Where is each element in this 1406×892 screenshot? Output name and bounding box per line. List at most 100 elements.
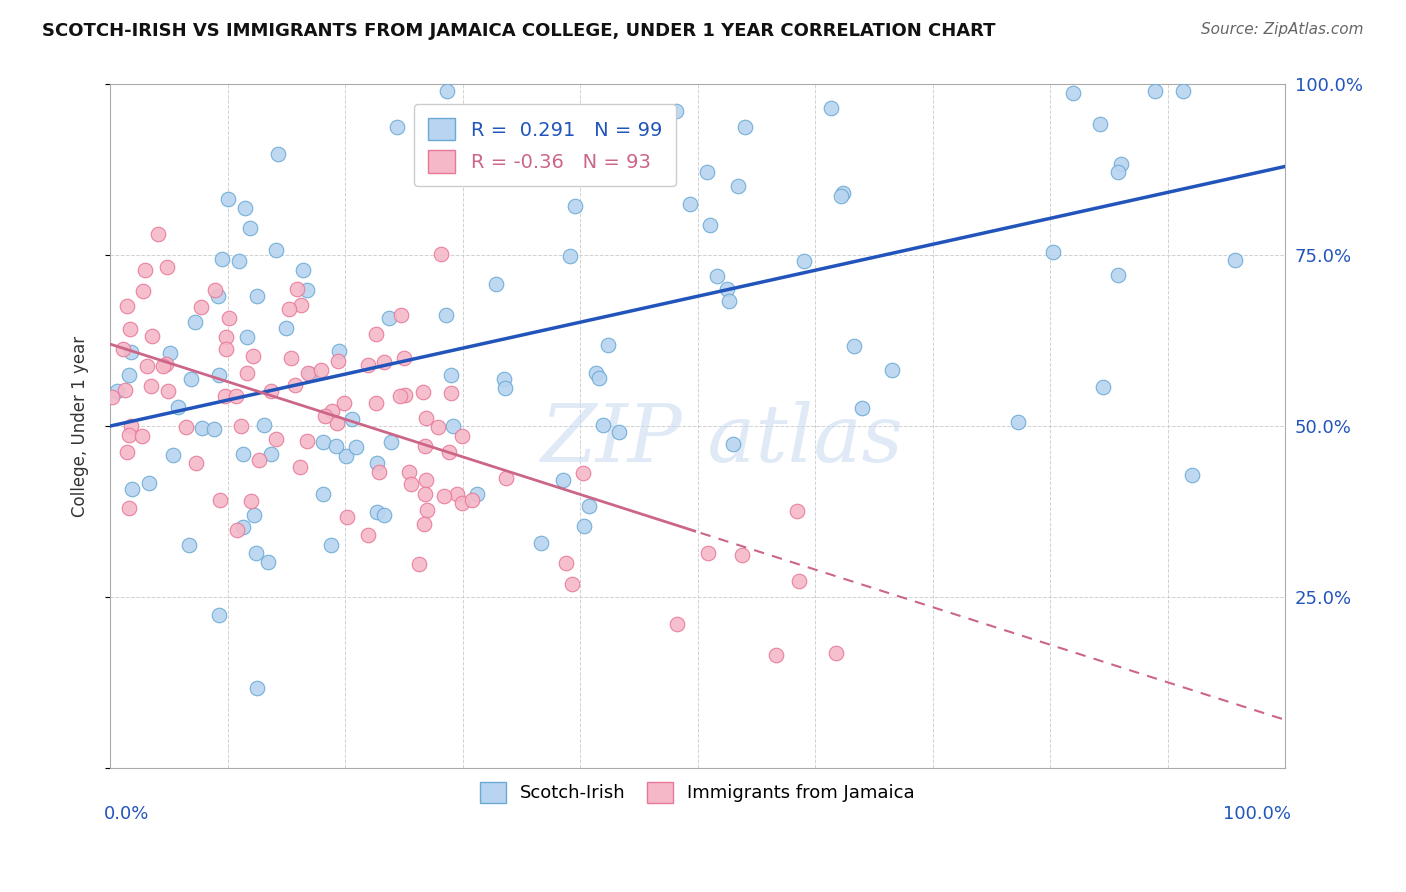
Point: [721, 437, 744, 451]
Point: [267, 147, 290, 161]
Point: [832, 186, 855, 201]
Point: [793, 253, 815, 268]
Point: [298, 368, 321, 382]
Point: [731, 549, 754, 563]
Point: [280, 351, 302, 366]
Point: [218, 311, 240, 326]
Point: [1088, 118, 1111, 132]
Point: [389, 389, 412, 403]
Point: [851, 401, 873, 416]
Point: [787, 574, 810, 588]
Point: [378, 310, 401, 325]
Point: [211, 252, 233, 267]
Point: [118, 428, 141, 442]
Point: [696, 165, 718, 179]
Point: [159, 346, 181, 360]
Point: [451, 429, 474, 443]
Point: [415, 411, 437, 425]
Point: [357, 528, 380, 542]
Point: [138, 475, 160, 490]
Point: [208, 607, 231, 622]
Point: [232, 520, 254, 534]
Point: [578, 499, 600, 513]
Point: [564, 199, 586, 213]
Point: [325, 439, 347, 453]
Point: [266, 243, 288, 257]
Point: [461, 493, 484, 508]
Text: 0.0%: 0.0%: [104, 805, 149, 823]
Point: [842, 339, 865, 353]
Point: [136, 359, 159, 374]
Point: [120, 322, 142, 336]
Point: [239, 494, 262, 508]
Point: [243, 508, 266, 522]
Point: [278, 302, 301, 317]
Point: [156, 260, 179, 274]
Point: [413, 439, 436, 453]
Point: [1107, 268, 1129, 283]
Point: [1223, 252, 1246, 267]
Point: [1007, 416, 1029, 430]
Point: [495, 470, 517, 484]
Text: Source: ZipAtlas.com: Source: ZipAtlas.com: [1201, 22, 1364, 37]
Point: [246, 288, 269, 302]
Point: [191, 421, 214, 435]
Point: [228, 253, 250, 268]
Point: [207, 289, 229, 303]
Point: [233, 201, 256, 215]
Point: [336, 509, 359, 524]
Point: [364, 326, 387, 341]
Y-axis label: College, Under 1 year: College, Under 1 year: [72, 335, 89, 516]
Point: [718, 293, 741, 308]
Point: [882, 363, 904, 377]
Point: [115, 444, 138, 458]
Point: [706, 268, 728, 283]
Point: [1143, 84, 1166, 98]
Point: [824, 646, 846, 660]
Point: [105, 384, 128, 398]
Point: [734, 120, 756, 135]
Point: [340, 412, 363, 426]
Point: [373, 508, 395, 523]
Point: [727, 179, 749, 194]
Point: [380, 434, 402, 449]
Point: [572, 467, 595, 481]
Point: [364, 396, 387, 410]
Point: [333, 396, 356, 410]
Point: [555, 556, 578, 570]
Point: [264, 432, 287, 446]
Point: [232, 447, 254, 461]
Point: [111, 342, 134, 356]
Point: [215, 330, 238, 344]
Point: [132, 284, 155, 298]
Point: [357, 358, 380, 372]
Point: [467, 487, 489, 501]
Point: [389, 309, 412, 323]
Point: [236, 329, 259, 343]
Point: [596, 338, 619, 352]
Point: [295, 434, 318, 449]
Point: [440, 368, 463, 383]
Text: SCOTCH-IRISH VS IMMIGRANTS FROM JAMAICA COLLEGE, UNDER 1 YEAR CORRELATION CHART: SCOTCH-IRISH VS IMMIGRANTS FROM JAMAICA …: [42, 22, 995, 40]
Point: [177, 538, 200, 552]
Text: 100.0%: 100.0%: [1223, 805, 1291, 823]
Point: [430, 247, 453, 261]
Point: [146, 227, 169, 241]
Point: [450, 496, 472, 510]
Point: [229, 419, 252, 434]
Point: [440, 385, 463, 400]
Point: [344, 440, 367, 454]
Point: [208, 492, 231, 507]
Point: [152, 359, 174, 373]
Point: [321, 404, 343, 418]
Point: [786, 504, 808, 518]
Point: [485, 277, 508, 291]
Point: [399, 477, 422, 491]
Point: [412, 385, 434, 400]
Point: [290, 298, 312, 312]
Point: [368, 465, 391, 479]
Point: [560, 249, 582, 263]
Point: [118, 368, 141, 383]
Point: [166, 400, 188, 414]
Point: [114, 383, 136, 397]
